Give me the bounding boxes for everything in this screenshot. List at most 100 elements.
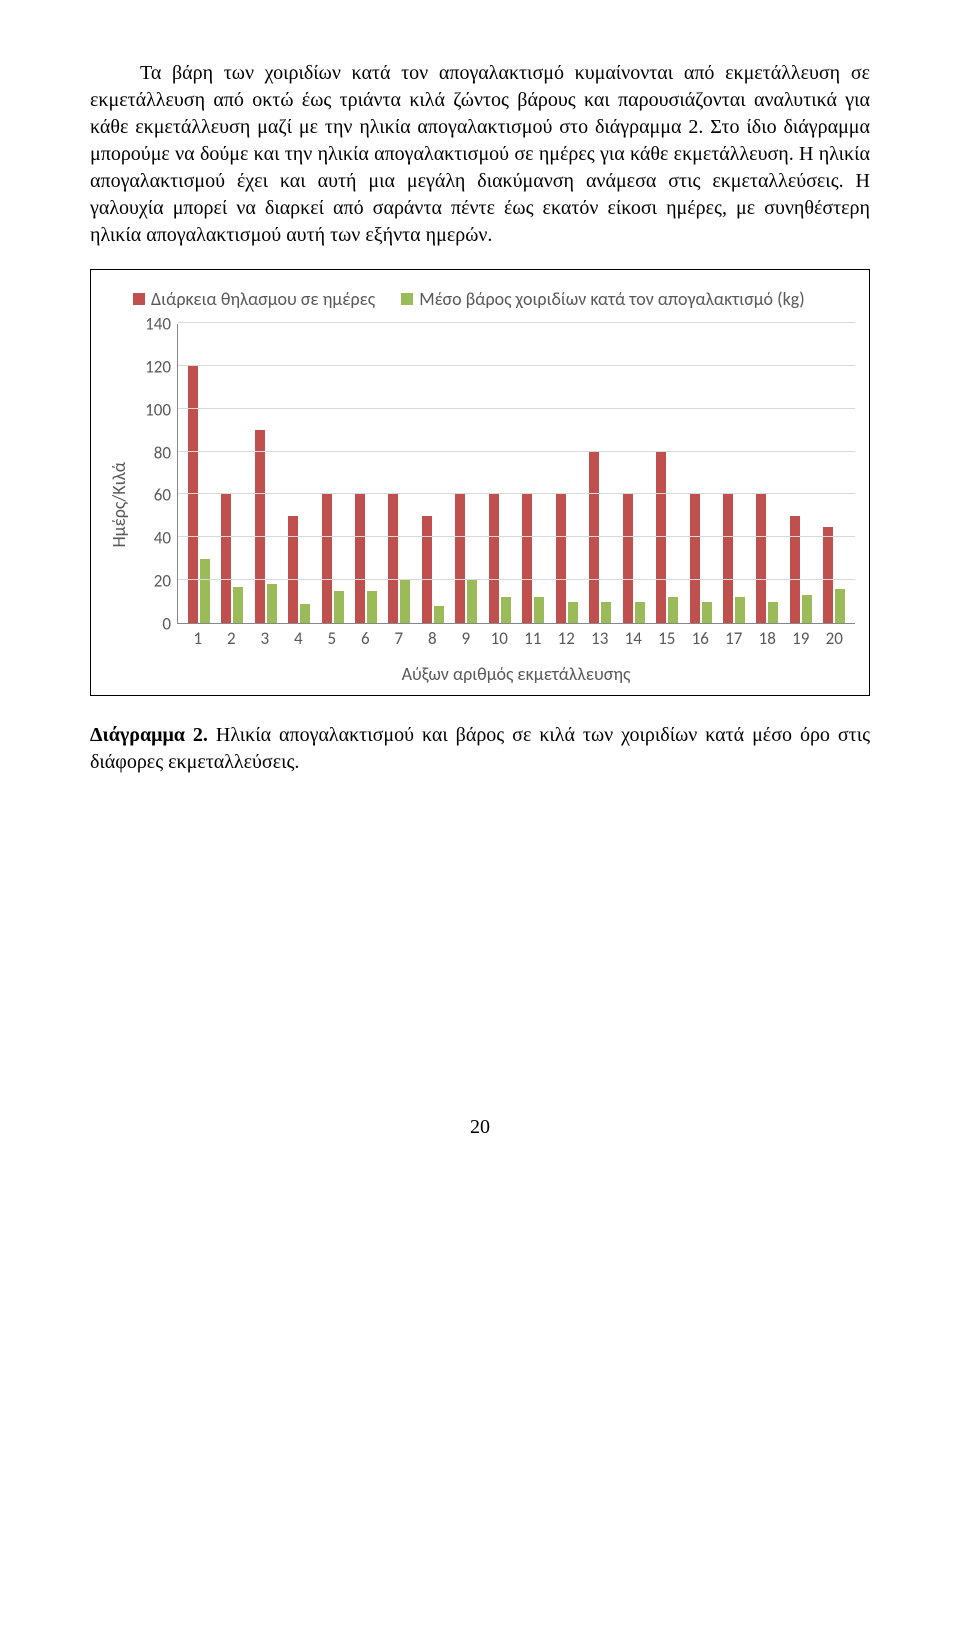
caption-bold: Διάγραμμα 2. [90,724,208,746]
legend-label-2: Μέσο βάρος χοιριδίων κατά τον απογαλακτι… [419,288,805,310]
gridline [178,451,855,452]
y-tick-label: 40 [154,528,171,549]
bar-series2 [434,606,444,623]
y-tick-label: 20 [154,571,171,592]
chart-legend: Διάρκεια θηλασμου σε ημέρες Μέσο βάρος χ… [133,288,855,310]
bar-series1 [723,494,733,623]
bar-series2 [802,595,812,623]
legend-label-1: Διάρκεια θηλασμου σε ημέρες [151,288,375,310]
x-tick-label: 20 [818,628,852,649]
bar-group [316,324,349,623]
bar-series1 [388,494,398,623]
bar-series1 [522,494,532,623]
bar-group [215,324,248,623]
gridline [178,493,855,494]
x-axis-label: Αύξων αριθμός εκμετάλλευσης [177,663,855,685]
bar-group [483,324,516,623]
bar-group [751,324,784,623]
y-axis-ticks: 020406080100120140 [133,324,177,624]
y-tick-label: 0 [162,614,171,635]
gridline [178,322,855,323]
bar-group [249,324,282,623]
bar-series1 [690,494,700,623]
x-tick-label: 10 [483,628,517,649]
bar-series1 [455,494,465,623]
legend-item-1: Διάρκεια θηλασμου σε ημέρες [133,288,375,310]
x-tick-label: 18 [751,628,785,649]
y-tick-label: 80 [154,442,171,463]
bar-series2 [233,587,243,623]
bar-series2 [267,584,277,623]
x-tick-label: 15 [650,628,684,649]
y-tick-label: 60 [154,485,171,506]
page-number: 20 [90,1116,870,1139]
gridline [178,408,855,409]
y-axis-label: Ημέρς/Κιλά [108,462,130,548]
bar-group [383,324,416,623]
x-tick-label: 19 [784,628,818,649]
bar-series2 [367,591,377,623]
x-tick-label: 12 [550,628,584,649]
gridline [178,579,855,580]
y-tick-label: 120 [145,356,171,377]
x-tick-label: 3 [248,628,282,649]
bar-series1 [489,494,499,623]
bar-series2 [768,602,778,623]
bar-series2 [300,604,310,623]
gridline [178,365,855,366]
bar-series2 [501,597,511,623]
bar-series2 [534,597,544,623]
plot-area [177,324,855,624]
bar-series1 [790,516,800,623]
bar-group [450,324,483,623]
bar-group [684,324,717,623]
bar-series2 [702,602,712,623]
x-tick-label: 17 [717,628,751,649]
bar-group [717,324,750,623]
bar-group [617,324,650,623]
bar-series2 [400,580,410,623]
caption-text: Ηλικία απογαλακτισμού και βάρος σε κιλά … [90,724,870,773]
plot-cell: 1234567891011121314151617181920 Αύξων αρ… [177,324,855,685]
bar-series1 [322,494,332,623]
bar-series2 [735,597,745,623]
x-tick-label: 6 [349,628,383,649]
bar-series1 [823,527,833,623]
bar-series1 [756,494,766,623]
legend-swatch-2 [401,293,413,305]
x-tick-label: 14 [617,628,651,649]
bar-series1 [255,430,265,623]
x-tick-label: 8 [416,628,450,649]
bar-series1 [221,494,231,623]
bar-series2 [835,589,845,623]
bar-group [583,324,616,623]
bar-series1 [422,516,432,623]
bars-layer [178,324,855,623]
x-tick-label: 5 [315,628,349,649]
bar-series1 [355,494,365,623]
x-tick-label: 16 [684,628,718,649]
bar-group [517,324,550,623]
figure-caption: Διάγραμμα 2. Ηλικία απογαλακτισμού και β… [90,722,870,776]
x-tick-label: 4 [282,628,316,649]
gridline [178,536,855,537]
y-axis-label-cell: Ημέρς/Κιλά [105,324,133,685]
bar-group [416,324,449,623]
legend-swatch-1 [133,293,145,305]
paragraph-text: Τα βάρη των χοιριδίων κατά τον απογαλακτ… [90,62,870,246]
bar-group [349,324,382,623]
y-tick-label: 100 [145,399,171,420]
bar-series2 [200,559,210,623]
bar-series1 [556,494,566,623]
bar-group [550,324,583,623]
bar-group [282,324,315,623]
bar-series1 [623,494,633,623]
bar-series1 [288,516,298,623]
x-tick-label: 11 [516,628,550,649]
bar-group [182,324,215,623]
legend-item-2: Μέσο βάρος χοιριδίων κατά τον απογαλακτι… [401,288,805,310]
x-tick-label: 2 [215,628,249,649]
bar-series2 [635,602,645,623]
bar-group [818,324,851,623]
plot-row: Ημέρς/Κιλά 020406080100120140 1234567891… [105,324,855,685]
